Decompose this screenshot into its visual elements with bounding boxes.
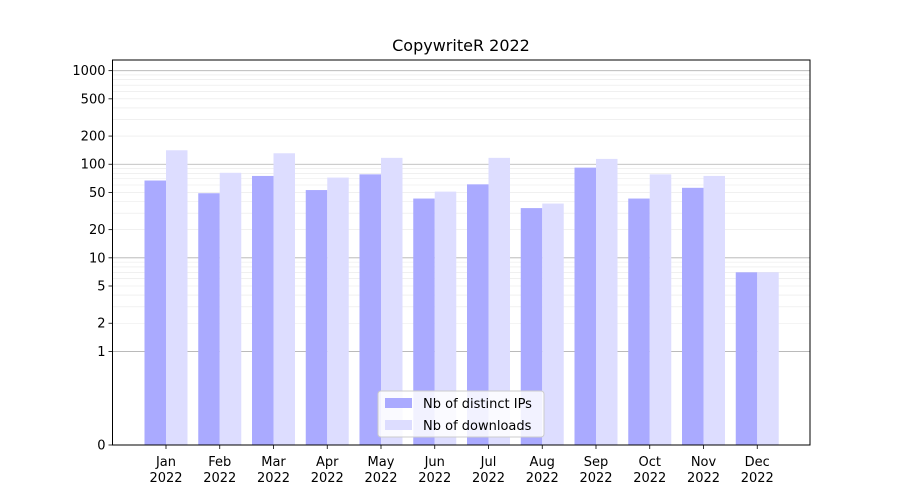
x-tick-label-month: Jul	[480, 455, 497, 470]
bar-downloads	[434, 191, 457, 445]
x-tick-label-year: 2022	[472, 471, 505, 486]
bar-distinct-ips	[413, 198, 435, 445]
y-tick-label: 1000	[72, 64, 105, 79]
y-tick-label: 500	[81, 92, 106, 107]
y-tick-label: 2	[97, 317, 105, 332]
x-tick-label-year: 2022	[579, 471, 612, 486]
bar-downloads	[273, 153, 295, 445]
y-tick-label: 50	[89, 186, 106, 201]
y-tick-label: 1	[97, 345, 105, 360]
bar-downloads	[327, 177, 349, 446]
y-tick-label: 100	[81, 158, 106, 173]
bar-distinct-ips	[682, 187, 704, 445]
bar-downloads	[381, 157, 403, 446]
y-tick-label: 10	[89, 251, 106, 266]
x-axis: Jan2022Feb2022Mar2022Apr2022May2022Jun20…	[149, 445, 774, 486]
bar-distinct-ips	[735, 272, 758, 445]
bar-downloads	[488, 157, 510, 446]
bars	[144, 150, 779, 446]
bar-distinct-ips	[144, 180, 166, 446]
x-tick-label-year: 2022	[418, 471, 451, 486]
x-tick-label-month: May	[368, 455, 395, 470]
x-tick-label-year: 2022	[203, 471, 236, 486]
x-tick-label-year: 2022	[687, 471, 720, 486]
x-tick-label-month: Apr	[316, 455, 339, 470]
y-tick-label: 0	[97, 439, 105, 454]
x-tick-label-month: Aug	[530, 455, 555, 470]
bar-downloads	[219, 172, 242, 445]
y-tick-label: 20	[89, 223, 106, 238]
bar-downloads	[596, 158, 618, 446]
bar-distinct-ips	[359, 174, 381, 445]
legend-swatch-ips	[385, 398, 412, 408]
bar-downloads	[703, 175, 725, 445]
legend-label-downloads: Nb of downloads	[423, 419, 532, 434]
bar-distinct-ips	[574, 167, 596, 445]
bar-distinct-ips	[520, 208, 543, 445]
bar-distinct-ips	[467, 184, 489, 445]
plot-frame	[112, 59, 811, 446]
x-tick-label-year: 2022	[149, 471, 182, 486]
y-tick-label: 200	[81, 130, 106, 145]
x-tick-label-month: Feb	[208, 455, 231, 470]
bar-downloads	[757, 272, 779, 445]
bar-distinct-ips	[198, 193, 220, 445]
x-tick-label-month: Nov	[691, 455, 717, 470]
bar-distinct-ips	[628, 198, 650, 445]
bar-downloads	[166, 150, 188, 445]
bar-downloads	[649, 174, 672, 445]
x-tick-label-year: 2022	[633, 471, 666, 486]
x-tick-label-year: 2022	[311, 471, 344, 486]
x-tick-label-year: 2022	[526, 471, 559, 486]
bar-distinct-ips	[252, 175, 274, 445]
legend-box	[377, 390, 545, 438]
bar-downloads	[542, 203, 564, 445]
x-tick-label-year: 2022	[741, 471, 774, 486]
chart-title: CopywriteR 2022	[392, 36, 530, 55]
x-tick-label-month: Jun	[424, 455, 445, 470]
x-tick-label-month: Sep	[584, 455, 609, 470]
legend: Nb of distinct IPs Nb of downloads	[377, 390, 545, 438]
y-axis: 0 1 2 5 10 20 50 100 200 500 1000	[72, 64, 113, 454]
x-tick-label-month: Dec	[745, 455, 770, 470]
x-tick-label-year: 2022	[257, 471, 290, 486]
x-tick-label-month: Jan	[155, 455, 176, 470]
x-tick-label-month: Oct	[639, 455, 661, 470]
bar-distinct-ips	[305, 190, 328, 445]
legend-swatch-downloads	[385, 420, 412, 430]
y-tick-label: 5	[97, 280, 105, 295]
x-tick-label-year: 2022	[364, 471, 397, 486]
legend-label-ips: Nb of distinct IPs	[423, 397, 532, 412]
x-tick-label-month: Mar	[261, 455, 286, 470]
